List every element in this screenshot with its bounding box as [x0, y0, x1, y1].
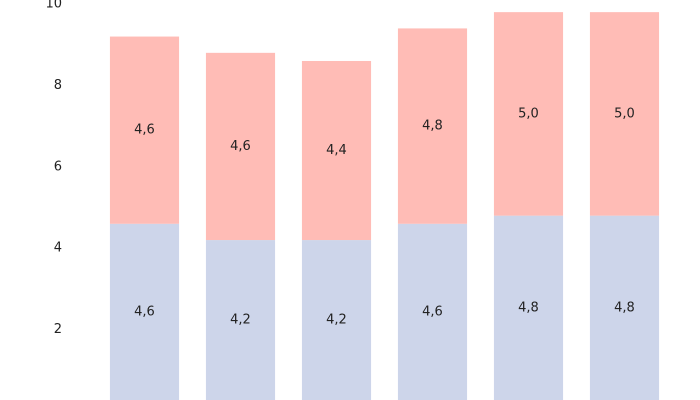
data-label: 4,6 — [230, 139, 251, 154]
data-label: 4,8 — [518, 300, 539, 315]
y-tick-label: 6 — [54, 159, 62, 174]
bar-segment — [109, 223, 180, 400]
data-label: 4,6 — [134, 123, 155, 138]
bar-segment — [397, 223, 468, 400]
data-label: 4,6 — [134, 304, 155, 319]
y-tick-label: 2 — [54, 322, 62, 337]
bar-segment — [301, 240, 372, 400]
bar-segment — [301, 60, 372, 241]
data-label: 4,2 — [230, 313, 251, 328]
bar-segment — [493, 12, 564, 216]
y-tick-label: 4 — [54, 241, 62, 256]
data-label: 5,0 — [518, 106, 539, 121]
bar-segment — [589, 215, 660, 400]
y-tick-label: 8 — [54, 78, 62, 93]
bar-segment — [397, 28, 468, 224]
bar-segment — [205, 52, 276, 241]
data-label: 4,2 — [326, 313, 347, 328]
y-tick-label: 10 — [45, 0, 62, 12]
bar-segment — [205, 240, 276, 400]
data-label: 4,4 — [326, 143, 347, 158]
data-label: 4,8 — [614, 300, 635, 315]
bar-segment — [589, 12, 660, 216]
bar-segment — [493, 215, 564, 400]
bar-segment — [109, 36, 180, 224]
data-label: 5,0 — [614, 106, 635, 121]
data-label: 4,8 — [422, 119, 443, 134]
data-label: 4,6 — [422, 304, 443, 319]
